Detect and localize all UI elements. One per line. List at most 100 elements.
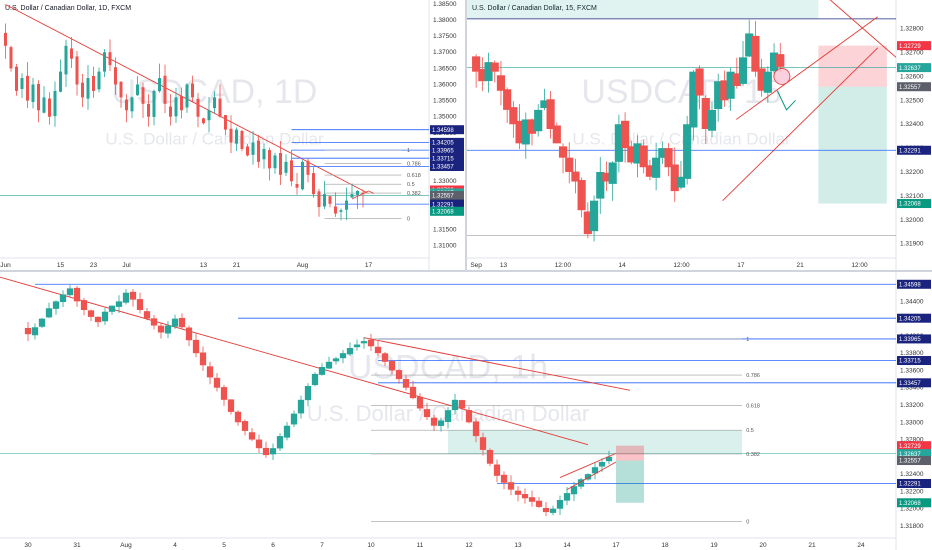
- candle: [179, 87, 184, 119]
- candle-body: [192, 339, 200, 354]
- candle-body: [240, 131, 244, 149]
- time-tick-label: 17: [365, 262, 373, 269]
- candle-body: [367, 339, 375, 347]
- candle: [591, 461, 599, 480]
- candle: [276, 433, 284, 451]
- candle-body: [627, 146, 636, 163]
- candle-body: [535, 500, 543, 507]
- time-tick-label: 24: [857, 542, 865, 549]
- candle-body: [350, 194, 354, 198]
- candle-body: [218, 98, 222, 117]
- candle: [269, 443, 277, 461]
- price-badge: 1.32068: [430, 206, 464, 216]
- candle: [283, 422, 291, 441]
- candle: [605, 450, 613, 465]
- candle-body: [695, 68, 704, 96]
- candle: [361, 189, 365, 208]
- time-tick-label: Jun: [0, 262, 11, 269]
- candle-body: [164, 325, 172, 334]
- fib-level-label: 0.786: [746, 373, 760, 379]
- candle-body: [185, 84, 189, 108]
- price-badge-label: 1.34205: [899, 316, 921, 322]
- candle: [267, 147, 272, 181]
- time-tick-label: 31: [73, 542, 81, 549]
- candle: [527, 118, 537, 146]
- price-badge: 1.32291: [897, 479, 931, 489]
- candle-body: [150, 318, 158, 326]
- candle: [229, 115, 233, 154]
- price-badge: 1.34205: [430, 137, 464, 147]
- price-tick-label: 1.33400: [900, 385, 924, 392]
- price-badge-label: 1.32557: [899, 459, 921, 465]
- price-badge-bg: [430, 199, 464, 209]
- fib-level-label: 0.382: [746, 452, 760, 458]
- candle: [589, 195, 599, 242]
- chart-title: U.S. Dollar / Canadian Dollar, 1D, FXCM: [5, 5, 131, 12]
- candle-body: [528, 497, 536, 502]
- price-badge: 1.33715: [897, 356, 931, 366]
- candle: [38, 318, 46, 329]
- price-badge-bg: [897, 498, 931, 508]
- m15-chart-panel[interactable]: USDCAD, 15 U.S. Dollar / Canadian Dollar 1…: [467, 0, 932, 270]
- time-tick-label: 21: [797, 262, 805, 269]
- candle: [80, 73, 85, 108]
- price-badge-bg: [897, 82, 931, 92]
- candle-body: [556, 500, 564, 509]
- candle: [101, 307, 109, 325]
- candle: [346, 342, 354, 357]
- candle: [479, 432, 487, 456]
- price-badge: 1.32637: [897, 63, 931, 73]
- candle-body: [608, 162, 617, 184]
- candle-body: [339, 210, 343, 212]
- candle-body: [115, 301, 123, 307]
- candle: [178, 313, 186, 329]
- daily-chart-panel[interactable]: USDCAD, 1D U.S. Dollar / Canadian Dollar 1…: [0, 0, 465, 270]
- fib-level-label: 0.5: [407, 182, 415, 188]
- h1-chart: USDCAD, 1hU.S. Dollar / Canadian Dollar1…: [0, 272, 932, 550]
- candle: [20, 73, 24, 98]
- candle: [31, 323, 39, 340]
- price-badge-label: 1.32557: [432, 194, 454, 200]
- price-tick-label: 1.36500: [433, 65, 457, 72]
- candle: [115, 295, 123, 314]
- candle: [300, 160, 305, 191]
- price-badge-label: 1.33457: [432, 165, 454, 171]
- candle: [608, 161, 617, 201]
- candle: [546, 90, 555, 139]
- candle: [563, 486, 571, 506]
- candle: [199, 346, 207, 371]
- candle-body: [332, 358, 340, 362]
- candle-body: [113, 67, 118, 85]
- candle-body: [430, 417, 438, 426]
- candle: [240, 129, 244, 152]
- time-tick-label: 17: [737, 262, 745, 269]
- candle: [565, 142, 574, 184]
- candle-body: [478, 69, 487, 82]
- candle-body: [199, 352, 207, 366]
- candle: [676, 160, 686, 190]
- candle: [664, 143, 673, 177]
- price-badge: 1.32068: [897, 498, 931, 508]
- candle-body: [304, 386, 312, 401]
- candle: [284, 154, 288, 176]
- watermark-name: U.S. Dollar / Canadian Dollar: [572, 129, 791, 148]
- candle: [540, 88, 549, 111]
- candle-body: [284, 161, 288, 173]
- candle: [297, 395, 305, 419]
- candle-body: [66, 288, 74, 296]
- candle-body: [614, 124, 623, 162]
- candle-body: [652, 157, 661, 178]
- candle: [437, 417, 445, 432]
- candle-body: [409, 386, 417, 399]
- candle-body: [423, 409, 431, 418]
- price-badge-bg: [897, 334, 931, 344]
- time-tick-label: 12:00: [555, 262, 572, 269]
- candle-body: [577, 479, 585, 487]
- price-badge: 1.34205: [897, 313, 931, 323]
- h1-chart-panel[interactable]: USDCAD, 1hU.S. Dollar / Canadian Dollar1…: [0, 272, 932, 550]
- price-badge-label: 1.32729: [899, 44, 921, 50]
- candle: [97, 67, 101, 93]
- fib-level-label: 0.382: [407, 191, 421, 197]
- time-tick-label: 13: [500, 262, 508, 269]
- candle: [381, 351, 389, 367]
